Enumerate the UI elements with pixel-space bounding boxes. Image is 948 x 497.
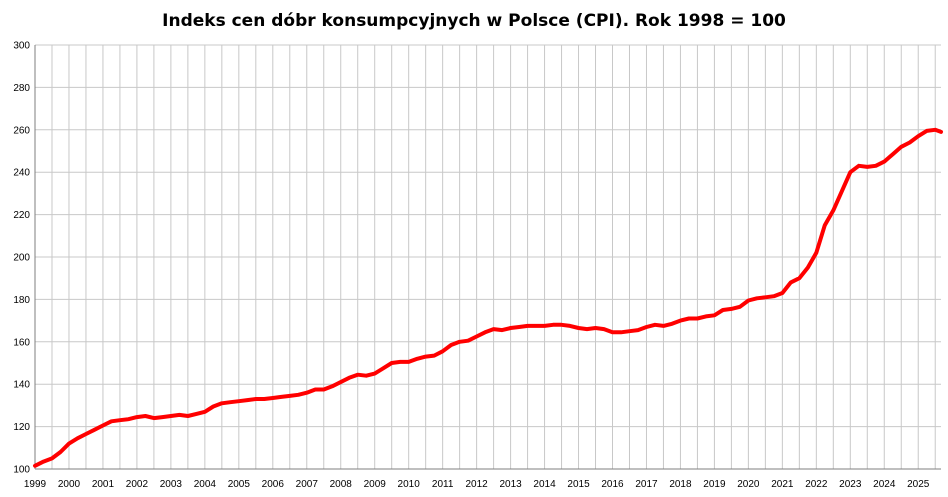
x-tick-label: 2003 bbox=[160, 479, 183, 490]
x-tick-label: 2000 bbox=[58, 479, 81, 490]
x-tick-label: 2004 bbox=[194, 479, 217, 490]
x-tick-label: 2016 bbox=[601, 479, 624, 490]
x-tick-label: 2022 bbox=[805, 479, 828, 490]
x-tick-label: 2015 bbox=[567, 479, 590, 490]
x-tick-label: 2008 bbox=[330, 479, 353, 490]
series-layer bbox=[33, 127, 943, 468]
x-tick-label: 2010 bbox=[398, 479, 421, 490]
chart-title: Indeks cen dóbr konsumpcyjnych w Polsce … bbox=[162, 11, 786, 31]
y-tick-label: 140 bbox=[13, 380, 30, 391]
x-tick-label: 2023 bbox=[839, 479, 862, 490]
x-tick-label: 2020 bbox=[737, 479, 760, 490]
y-tick-label: 180 bbox=[13, 295, 30, 306]
y-tick-label: 160 bbox=[13, 337, 30, 348]
x-tick-label: 2017 bbox=[635, 479, 658, 490]
y-tick-label: 260 bbox=[13, 125, 30, 136]
x-tick-label: 2024 bbox=[873, 479, 896, 490]
y-tick-label: 280 bbox=[13, 83, 30, 94]
y-tick-label: 300 bbox=[13, 41, 30, 52]
y-tick-label: 120 bbox=[13, 422, 30, 433]
y-tick-label: 100 bbox=[13, 465, 30, 476]
axes bbox=[34, 45, 941, 470]
y-tick-label: 240 bbox=[13, 168, 30, 179]
cpi-series-line bbox=[33, 127, 943, 468]
x-tick-label: 2011 bbox=[432, 479, 454, 490]
x-tick-label: 2013 bbox=[499, 479, 522, 490]
y-tick-label: 220 bbox=[13, 210, 30, 221]
x-tick-label: 2021 bbox=[771, 479, 794, 490]
x-tick-label: 2002 bbox=[126, 479, 149, 490]
x-tick-label: 2001 bbox=[92, 479, 115, 490]
y-tick-label: 200 bbox=[13, 253, 30, 264]
x-tick-label: 2014 bbox=[533, 479, 556, 490]
grid bbox=[34, 44, 941, 470]
x-tick-labels: 1999 2000 2001 2002 2003 2004 2005 2006 2007 2008… bbox=[24, 479, 930, 490]
x-tick-label: 2025 bbox=[907, 479, 930, 490]
x-tick-label: 2007 bbox=[296, 479, 319, 490]
x-tick-label: 2019 bbox=[703, 479, 726, 490]
x-tick-label: 2005 bbox=[228, 479, 251, 490]
y-tick-labels: 100 120 140 160 180 200 220 240 260 280 300 bbox=[13, 41, 30, 476]
x-tick-label: 2012 bbox=[465, 479, 488, 490]
x-tick-label: 1999 bbox=[24, 479, 47, 490]
x-tick-label: 2009 bbox=[364, 479, 387, 490]
x-tick-label: 2006 bbox=[262, 479, 285, 490]
x-tick-label: 2018 bbox=[669, 479, 692, 490]
